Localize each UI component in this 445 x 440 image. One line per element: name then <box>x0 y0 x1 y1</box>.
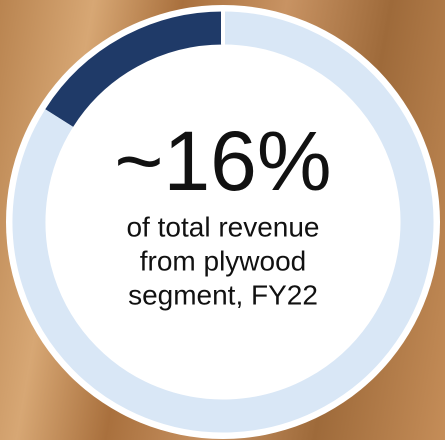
subtitle-line: segment, FY22 <box>128 279 318 310</box>
subtitle-line: of total revenue <box>126 211 319 242</box>
screenshot: ~16%of total revenuefrom plywoodsegment,… <box>0 0 445 440</box>
center-value-label: ~16% <box>114 114 331 208</box>
chart: ~16%of total revenuefrom plywoodsegment,… <box>0 0 445 440</box>
subtitle-line: from plywood <box>140 245 307 276</box>
